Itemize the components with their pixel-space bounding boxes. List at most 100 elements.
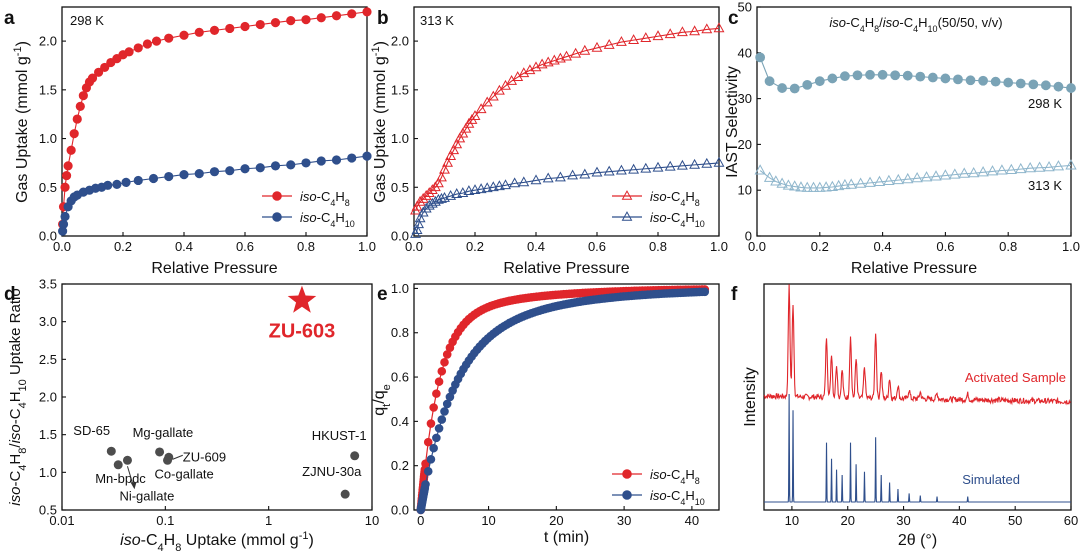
panel-c-data-point	[939, 169, 952, 180]
panel-a-xtick-label: 0.6	[236, 239, 254, 254]
panel-b-series-line-0	[415, 27, 720, 211]
panel-c-data-point	[814, 76, 825, 87]
panel-f-simulated-label: Simulated	[962, 472, 1020, 487]
panel-a-data-point	[179, 170, 189, 180]
panel-a-data-point	[179, 30, 189, 40]
panel-d-ytick-label: 3.0	[39, 314, 57, 329]
panel-f-xtick-label: 40	[952, 513, 966, 528]
panel-d-leader-arrow	[130, 482, 137, 490]
panel-a-data-point	[255, 19, 265, 30]
panel-d-point-label: Co-gallate	[155, 466, 214, 481]
panel-b-data-point	[689, 158, 701, 169]
panel-b-data-point	[652, 161, 664, 172]
panel-b-data-point	[676, 26, 688, 37]
panel-a-data-point	[286, 160, 296, 170]
panel-c-plot-frame	[756, 6, 1072, 237]
panel-e-ytick-label: 0.6	[391, 370, 409, 385]
panel-a-data-point	[301, 15, 311, 25]
panel-a-data-point	[301, 158, 311, 168]
panel-d-ylabel: iso-C4H8/iso-C4H10 Uptake Ratio	[7, 288, 29, 505]
panel-c-series-line-1	[759, 164, 1072, 189]
panel-c-data-point	[839, 178, 851, 190]
panel-b-data-point	[426, 184, 438, 195]
panel-c-data-point	[990, 76, 1001, 87]
panel-b-legend-marker	[621, 190, 633, 200]
panel-e-ytick-label: 0.4	[391, 414, 409, 429]
panel-e-xtick-label: 30	[617, 513, 631, 528]
panel-b-xtick-label: 0.8	[649, 239, 667, 254]
panel-b-data-point	[417, 192, 429, 203]
panel-b-data-point	[579, 44, 591, 55]
panel-c-data-point	[820, 181, 832, 192]
panel-a-data-point	[331, 155, 342, 165]
panel-f-xtick-label: 30	[896, 513, 910, 528]
panel-a-data-point	[63, 161, 73, 171]
panel-e-data-point	[426, 419, 436, 428]
panel-e-data-point	[421, 459, 430, 468]
panel-f-xlabel: 2θ (°)	[898, 532, 937, 549]
panel-d-xtick-label: 1	[265, 513, 272, 528]
panel-d-xtick-label: 10	[365, 513, 379, 528]
panel-a-data-point	[316, 156, 326, 166]
panel-b-ytick-label: 1.5	[391, 82, 409, 97]
panel-d-data-point	[113, 460, 123, 470]
panel-e-data-point	[423, 437, 433, 447]
panel-a-data-point	[124, 47, 134, 57]
panel-f-plot-frame	[763, 283, 1072, 511]
panel-b-data-point	[676, 159, 688, 170]
panel-a-data-point	[225, 23, 235, 34]
panel-c-data-point	[864, 176, 876, 187]
panel-a-data-point	[121, 177, 131, 188]
panel-a-data-point	[58, 219, 69, 229]
panel-e-data-point	[434, 424, 444, 433]
panel-c-data-point	[940, 73, 951, 84]
panel-b-data-point	[481, 96, 493, 107]
panel-a-data-point	[142, 39, 152, 49]
panel-c-data-point	[807, 181, 820, 192]
panel-b-plot-frame	[413, 6, 720, 237]
panel-e-panel-letter: e	[377, 284, 388, 305]
panel-c-data-point	[1053, 81, 1064, 92]
panel-c-data-point	[1015, 162, 1027, 174]
panel-e-data-point	[432, 389, 441, 398]
panel-c-data-point	[814, 181, 826, 192]
panel-b-xtick-label: 0.0	[405, 239, 423, 254]
panel-a-data-point	[316, 13, 326, 23]
panel-c-data-point	[1065, 159, 1077, 170]
panel-d-point-label: Ni-gallate	[119, 488, 174, 503]
panel-c-data-point	[873, 175, 886, 186]
panel-a-legend-label: iso-C4H10	[300, 210, 355, 229]
panel-e-data-point	[432, 433, 441, 443]
panel-a-xtick-label: 0.2	[114, 239, 132, 254]
panel-c-xtick-label: 0.4	[874, 239, 892, 254]
panel-c-data-point	[1066, 83, 1076, 93]
panel-c-data-point	[840, 71, 850, 82]
panel-a-data-point	[362, 151, 372, 161]
panel-c-data-point	[826, 180, 839, 191]
panel-a-data-point	[240, 21, 250, 32]
panel-e-ytick-label: 1.0	[391, 281, 409, 296]
panel-a-ytick-label: 0.0	[39, 229, 57, 244]
panel-c-data-point	[852, 70, 863, 81]
panel-d-highlight-label: ZU-603	[269, 321, 336, 343]
panel-c-data-point	[1005, 163, 1018, 175]
panel-a-data-point	[133, 43, 143, 53]
panel-c-data-point	[927, 72, 938, 83]
panel-a-data-point	[209, 167, 220, 177]
panel-c-xtick-label: 0.8	[999, 239, 1017, 254]
panel-b-ylabel: Gas Uptake (mmol g-1)	[370, 41, 389, 203]
panel-c-data-point	[854, 177, 867, 188]
panel-b-data-point	[457, 127, 469, 138]
panel-d-data-point	[106, 446, 116, 456]
panel-c-data-point	[930, 170, 942, 181]
panel-a-ylabel: Gas Uptake (mmol g-1)	[12, 41, 31, 203]
panel-e-xtick-label: 20	[549, 513, 563, 528]
panel-c-data-point	[953, 74, 963, 85]
panel-c-data-point	[890, 70, 901, 81]
panel-c-ylabel: IAST Selectivity	[724, 66, 741, 178]
panel-e-ytick-label: 0.0	[391, 503, 409, 518]
panel-a-data-point	[78, 91, 88, 101]
panel-b-data-point	[570, 47, 582, 58]
panel-b-data-point	[567, 169, 579, 180]
